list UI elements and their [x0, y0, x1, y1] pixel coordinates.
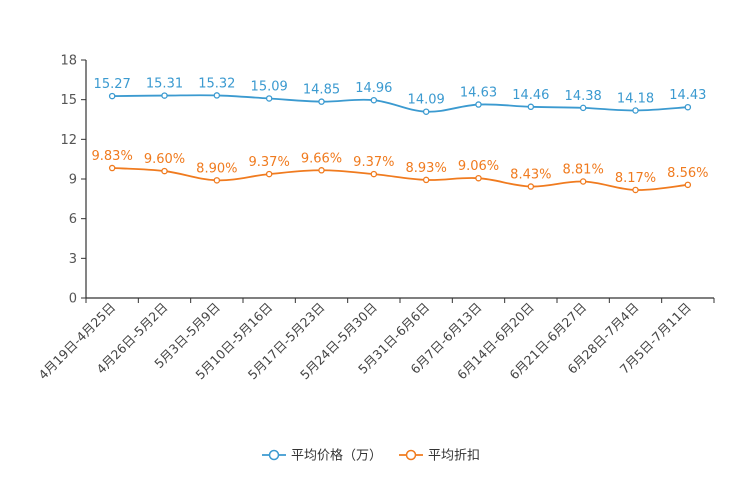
data-label: 8.17%	[615, 171, 656, 186]
data-label: 9.37%	[353, 155, 394, 170]
legend-item-2[interactable]: 平均折扣	[399, 449, 480, 464]
data-point[interactable]	[213, 177, 221, 184]
data-label: 14.09	[408, 93, 445, 108]
data-point[interactable]	[579, 104, 587, 112]
data-point[interactable]	[475, 101, 482, 108]
data-label: 15.27	[94, 77, 131, 92]
series-2: 9.83% 9.60% 8.90% 9.37% 9.66% 9.37% 8.93% 9.06%…	[92, 149, 708, 194]
data-label: 8.81%	[563, 163, 604, 178]
legend-marker-icon	[268, 449, 280, 461]
data-label: 15.31	[146, 77, 183, 92]
data-label: 14.43	[669, 88, 706, 103]
y-tick-label: 6	[69, 212, 77, 227]
series-lines: 15.27 15.31 15.32 15.09 14.85 14.96 14.09 14.63…	[92, 76, 708, 194]
data-point[interactable]	[318, 98, 325, 105]
data-label: 14.63	[460, 86, 497, 101]
data-point[interactable]	[475, 174, 482, 182]
data-point[interactable]	[370, 170, 378, 178]
data-point[interactable]	[161, 167, 168, 175]
series-line	[112, 94, 688, 113]
data-label: 9.06%	[458, 159, 499, 174]
data-point[interactable]	[579, 178, 587, 185]
data-label: 14.38	[565, 89, 602, 104]
y-tick-label: 9	[69, 173, 77, 188]
data-label: 14.18	[617, 92, 654, 107]
legend-item-1[interactable]: 平均价格（万）	[262, 448, 382, 464]
data-point[interactable]	[684, 181, 692, 189]
data-point[interactable]	[422, 176, 430, 184]
series-line	[112, 167, 688, 191]
data-point[interactable]	[684, 103, 692, 111]
data-point[interactable]	[527, 103, 535, 111]
data-label: 9.60%	[144, 152, 185, 167]
data-point[interactable]	[108, 92, 116, 100]
data-label: 8.56%	[667, 166, 708, 181]
data-point[interactable]	[161, 92, 168, 99]
y-tick-label: 3	[69, 252, 77, 267]
data-label: 14.96	[355, 81, 392, 96]
data-label: 15.32	[198, 76, 235, 91]
data-label: 14.46	[512, 88, 549, 103]
data-point[interactable]	[265, 170, 273, 178]
data-label: 9.83%	[92, 149, 133, 164]
legend-label: 平均折扣	[428, 449, 480, 464]
data-point[interactable]	[632, 186, 639, 194]
data-label: 8.90%	[196, 161, 237, 176]
data-point[interactable]	[213, 92, 221, 99]
data-label: 8.43%	[510, 168, 551, 183]
data-point[interactable]	[370, 96, 378, 104]
data-point[interactable]	[318, 167, 325, 174]
data-point[interactable]	[632, 107, 639, 114]
data-point[interactable]	[265, 95, 273, 102]
y-tick-label: 15	[60, 93, 77, 108]
data-point[interactable]	[527, 183, 535, 190]
legend-marker-icon	[405, 449, 417, 461]
y-tick-label: 18	[60, 54, 77, 69]
data-label: 9.37%	[249, 155, 290, 170]
y-tick-label: 0	[69, 292, 77, 307]
y-tick-label: 12	[60, 133, 77, 148]
data-label: 9.66%	[301, 151, 342, 166]
data-point[interactable]	[422, 108, 430, 115]
data-label: 8.93%	[406, 161, 447, 176]
legend[interactable]: 平均价格（万） 平均折扣	[262, 448, 480, 464]
data-label: 15.09	[251, 79, 288, 94]
data-point[interactable]	[108, 164, 116, 172]
legend-label: 平均价格（万）	[291, 448, 382, 464]
data-label: 14.85	[303, 83, 340, 98]
series-1: 15.27 15.31 15.32 15.09 14.85 14.96 14.09 14.63…	[94, 76, 706, 115]
